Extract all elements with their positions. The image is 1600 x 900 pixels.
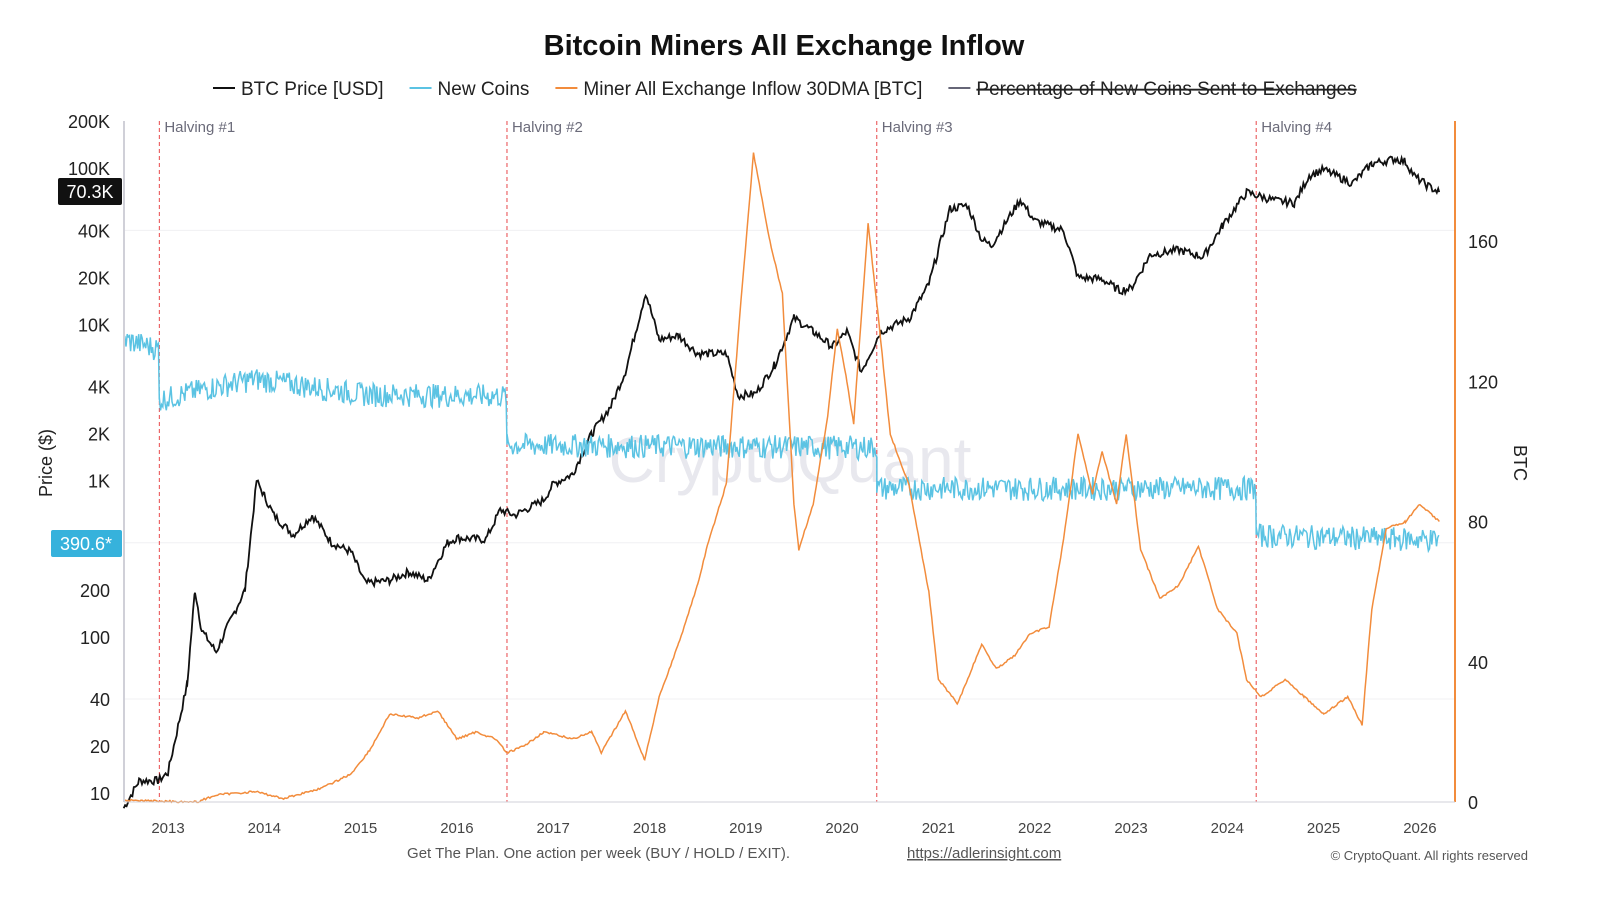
x-tick-label: 2015	[344, 820, 377, 837]
new-coins-last-value: 390.6*	[51, 530, 122, 557]
y-left-tick-label: 100	[80, 628, 110, 648]
legend-label: Miner All Exchange Inflow 30DMA [BTC]	[583, 79, 922, 100]
y-left-tick-label: 40	[90, 690, 110, 710]
y-left-tick-label: 4K	[88, 378, 110, 398]
grid	[124, 229, 1455, 700]
x-tick-label: 2018	[633, 820, 666, 837]
footer-text: Get The Plan. One action per week (BUY /…	[407, 845, 790, 862]
y-left-tick-label: 10K	[78, 315, 110, 335]
y-left-tick-label: 2K	[88, 425, 110, 445]
legend-item[interactable]: BTC Price [USD]	[213, 79, 384, 100]
legend-item[interactable]: Miner All Exchange Inflow 30DMA [BTC]	[555, 79, 922, 100]
y-left-tick-label: 200	[80, 581, 110, 601]
x-tick-label: 2020	[825, 820, 858, 837]
chart-title: Bitcoin Miners All Exchange Inflow	[544, 30, 1025, 62]
x-tick-label: 2023	[1114, 820, 1147, 837]
series-line-btc-price	[122, 154, 1441, 809]
halving-markers: Halving #1 Halving #2 Halving #3 Halving #4	[158, 119, 1332, 802]
footer-link[interactable]: https://adlerinsight.com	[907, 845, 1061, 862]
series-line-miner-inflow	[123, 152, 1440, 804]
y-left-tick-label: 200K	[68, 112, 110, 132]
series-line-new-coins	[123, 333, 1440, 554]
y-right-tick-label: 40	[1468, 653, 1488, 673]
x-tick-label: 2019	[729, 820, 762, 837]
series-layer	[122, 152, 1441, 809]
x-tick-label: 2017	[537, 820, 570, 837]
price-last-value: 70.3K	[58, 178, 122, 205]
legend-item[interactable]: Percentage of New Coins Sent to Exchange…	[948, 79, 1357, 100]
y-left-tick-label: 40K	[78, 221, 110, 241]
copyright: © CryptoQuant. All rights reserved	[1331, 848, 1528, 863]
legend-label: BTC Price [USD]	[241, 79, 384, 100]
axes: 10 20 40 100 200 1K 2K 4K 10K 20K 40K 100K 200K 0 40 80…	[68, 112, 1498, 837]
y-right-tick-label: 120	[1468, 372, 1498, 392]
y-right-label: BTC	[1510, 445, 1530, 481]
y-left-label: Price ($)	[36, 429, 56, 497]
x-tick-label: 2025	[1307, 820, 1340, 837]
y-left-tick-label: 20K	[78, 268, 110, 288]
legend-label: Percentage of New Coins Sent to Exchange…	[976, 79, 1356, 100]
y-left-tick-label: 1K	[88, 472, 110, 492]
x-tick-label: 2022	[1018, 820, 1051, 837]
x-tick-label: 2024	[1211, 820, 1244, 837]
x-tick-label: 2026	[1403, 820, 1436, 837]
y-right-tick-label: 0	[1468, 793, 1478, 813]
y-right-tick-label: 80	[1468, 513, 1488, 533]
y-left-tick-label: 10	[90, 784, 110, 804]
x-tick-label: 2016	[440, 820, 473, 837]
halving-label: Halving #2	[512, 119, 583, 136]
legend-label: New Coins	[438, 79, 530, 100]
legend: BTC Price [USD] New Coins Miner All Exchan…	[213, 79, 1357, 100]
price-last-value-text: 70.3K	[66, 182, 113, 202]
new-coins-last-value-text: 390.6*	[60, 534, 112, 554]
x-tick-label: 2014	[248, 820, 281, 837]
x-tick-label: 2013	[151, 820, 184, 837]
legend-item[interactable]: New Coins	[409, 79, 530, 100]
y-left-tick-label: 100K	[68, 159, 110, 179]
halving-label: Halving #1	[164, 119, 235, 136]
y-left-tick-label: 20	[90, 737, 110, 757]
halving-label: Halving #3	[882, 119, 953, 136]
x-tick-label: 2021	[922, 820, 955, 837]
halving-label: Halving #4	[1261, 119, 1332, 136]
y-right-tick-label: 160	[1468, 232, 1498, 252]
